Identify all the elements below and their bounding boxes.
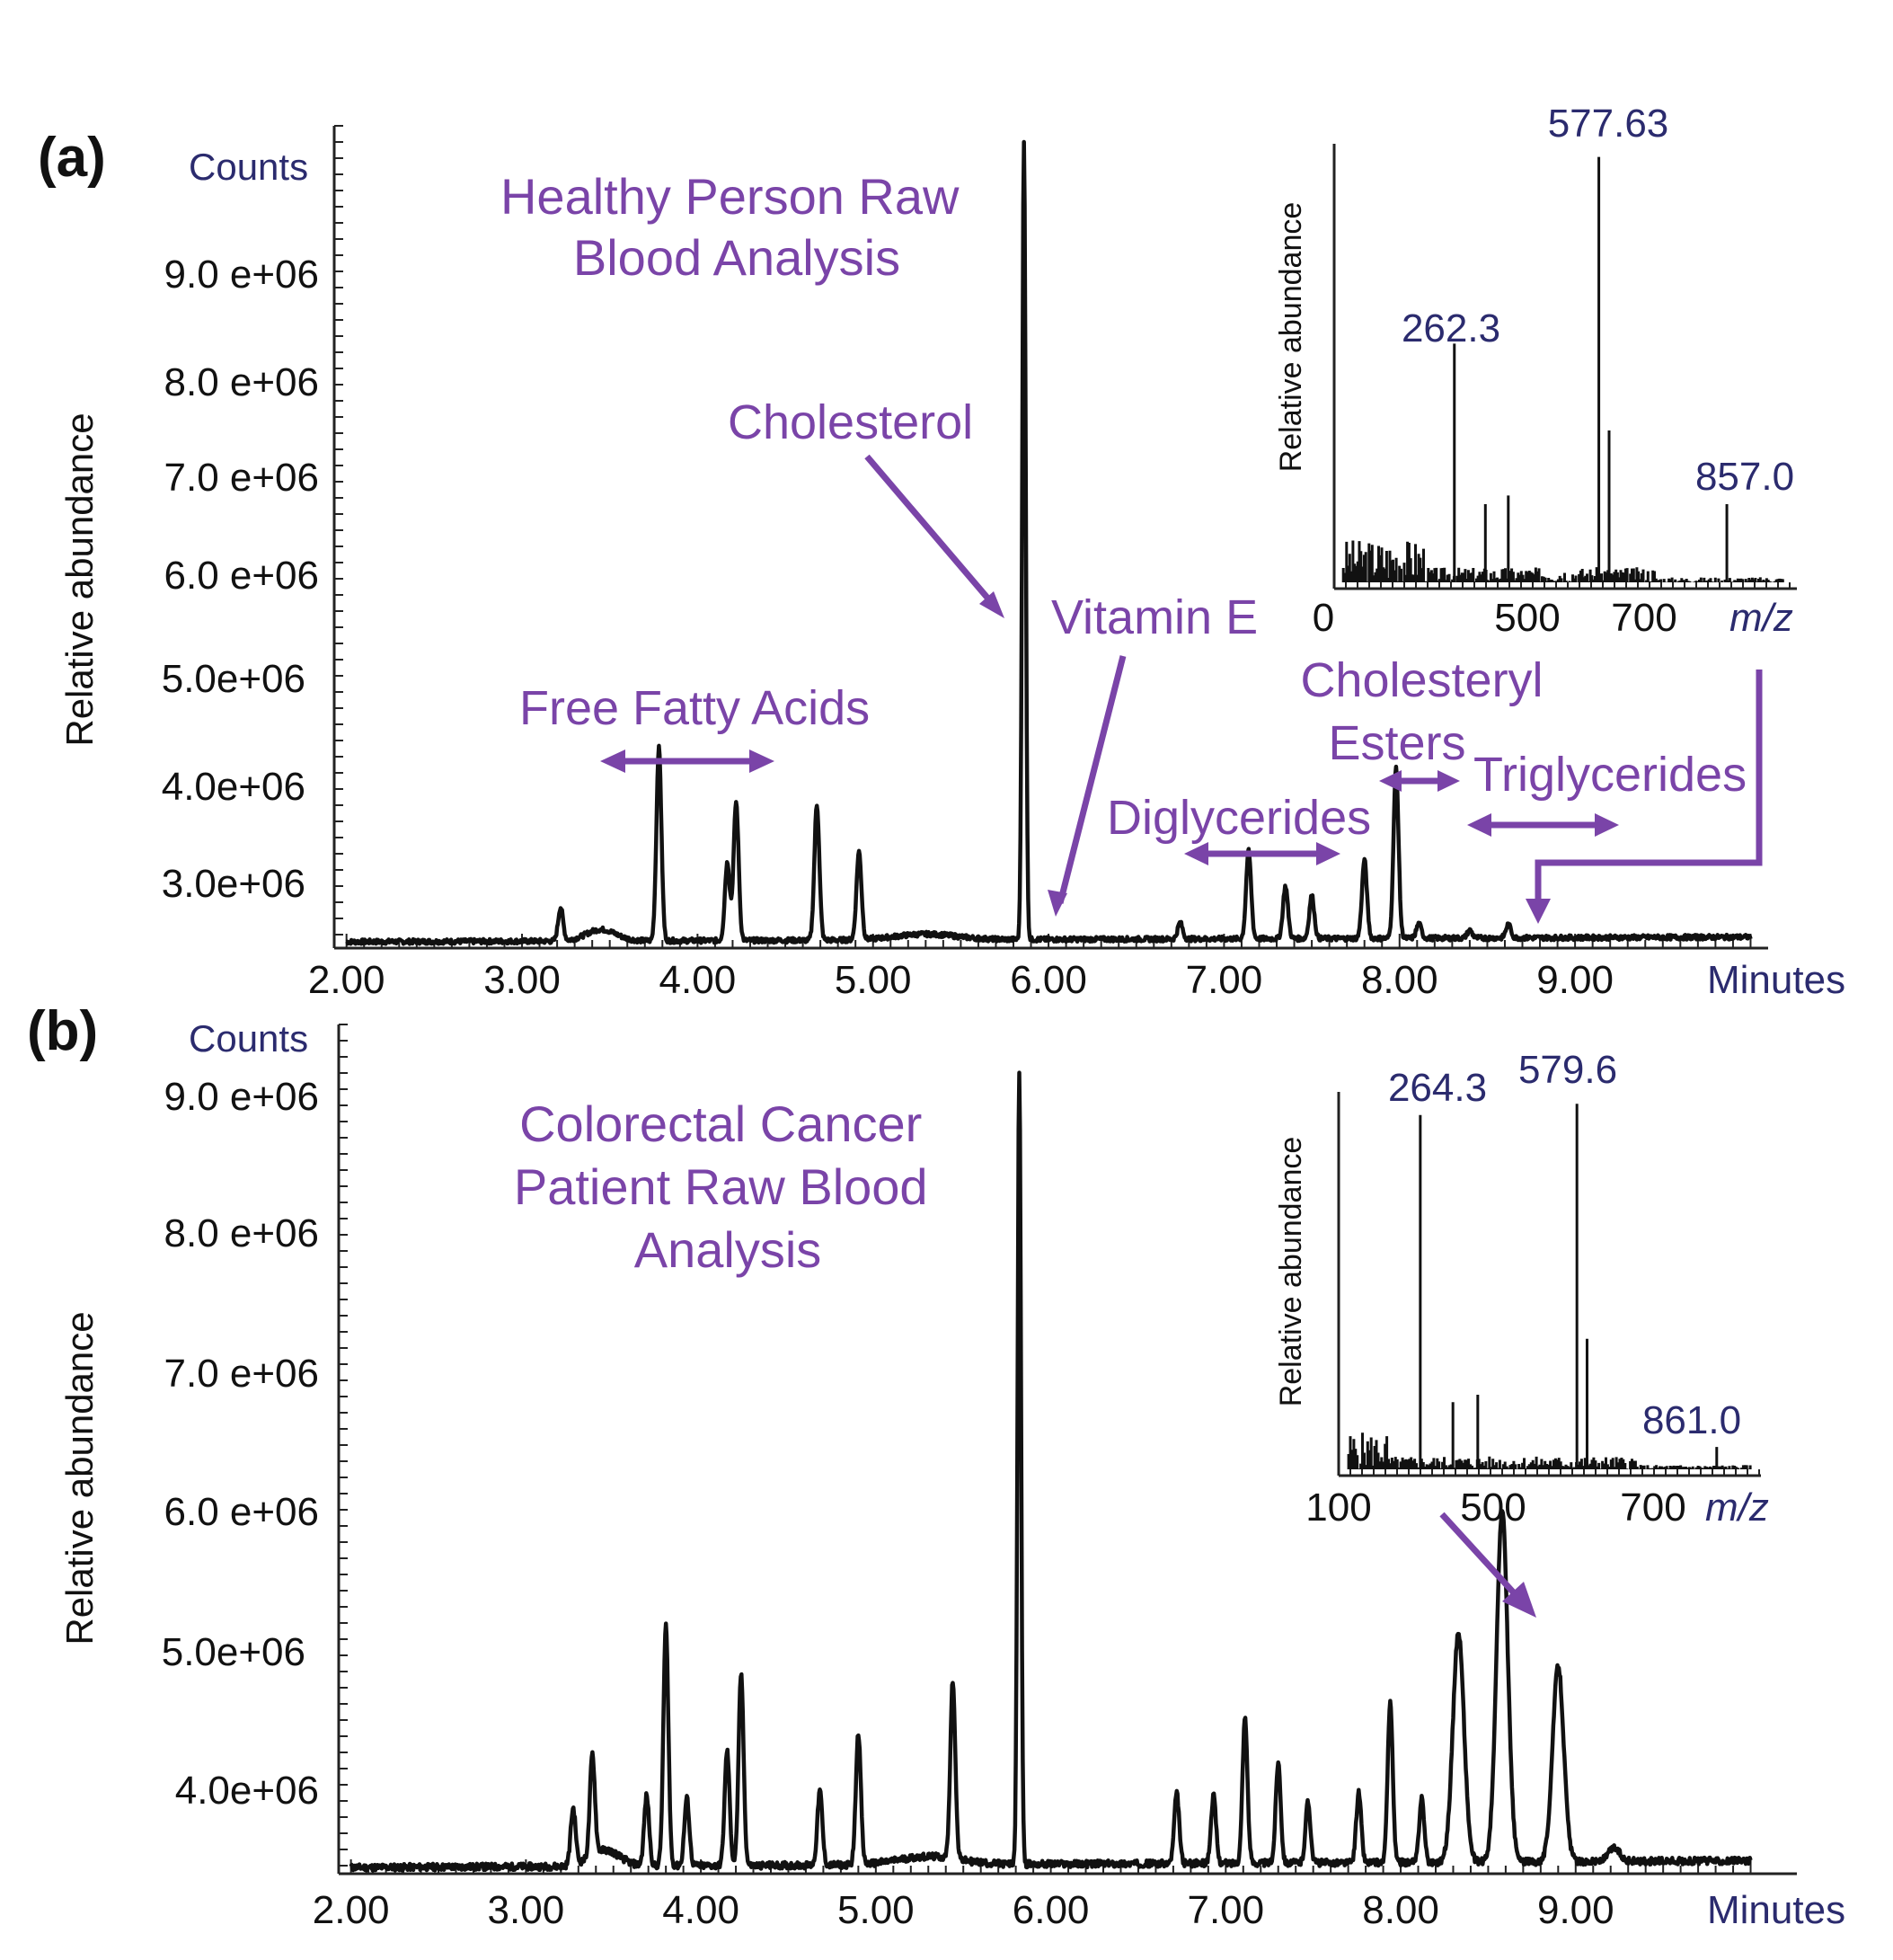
panel-b-x-tick-labels: 2.00 3.00 4.00 5.00 6.00 7.00 8.00 9.00: [313, 1888, 1614, 1932]
x-tick-label: 3.00: [483, 958, 561, 1002]
arrow-triglycerides-head-left: [1467, 813, 1491, 837]
annotation-vitamin-e: Vitamin E: [1051, 590, 1258, 644]
arrow-inset-to-peak-head: [1502, 1582, 1536, 1618]
inset-a-xtick-3: 700: [1611, 596, 1676, 640]
x-tick-label: 2.00: [313, 1888, 390, 1932]
inset-a-xtick-2: 500: [1494, 596, 1560, 640]
x-tick-label: 5.00: [837, 1888, 915, 1932]
inset-b-xtick-3: 700: [1620, 1486, 1685, 1530]
panel-a-letter: (a): [38, 127, 106, 189]
arrow-inset-to-triglycerides-head: [1526, 899, 1551, 924]
arrow-cholesterol: [864, 454, 1000, 612]
arrow-diglycerides-head-left: [1184, 842, 1208, 865]
panel-b-ytick-1: 9.0 e+06: [164, 1075, 320, 1119]
arrow-inset-to-peak: [1439, 1512, 1521, 1601]
panel-b-counts-label: Counts: [189, 1017, 308, 1060]
panel-b-inset: Relative abundance 100 500 700 m/z 264.3…: [1274, 1048, 1769, 1530]
panel-a-ytick-5: 5.0e+06: [162, 657, 305, 701]
panel-b-ytick-6: 4.0e+06: [175, 1769, 319, 1813]
inset-a-peak-label-2: 262.3: [1402, 306, 1500, 350]
panel-a-ytick-2: 8.0 e+06: [164, 360, 320, 404]
arrow-vitamin-e: [1057, 655, 1127, 904]
x-tick-label: 2.00: [308, 958, 385, 1002]
inset-a-xtick-1: 0: [1313, 596, 1334, 640]
inset-b-xtick-2: 500: [1460, 1486, 1526, 1530]
arrow-cholesteryl-esters-head-left: [1379, 770, 1402, 792]
panel-b-y-axis-label: Relative abundance: [58, 1311, 101, 1645]
inset-a-x-minor-ticks: [1333, 582, 1791, 589]
x-tick-label: 4.00: [662, 1888, 739, 1932]
arrow-cholesterol-head: [979, 591, 1004, 618]
x-tick-label: 6.00: [1013, 1888, 1090, 1932]
panel-b-ytick-2: 8.0 e+06: [164, 1211, 320, 1255]
arrow-diglycerides-head-right: [1316, 842, 1340, 865]
inset-a-peak-label-1: 577.63: [1548, 102, 1669, 146]
inset-b-x-label: m/z: [1705, 1486, 1769, 1530]
panel-a-ytick-4: 6.0 e+06: [164, 554, 320, 598]
x-tick-label: 4.00: [659, 958, 737, 1002]
panel-a-x-tick-labels: 2.00 3.00 4.00 5.00 6.00 7.00 8.00 9.00: [308, 958, 1614, 1002]
panel-b-chromatogram-trace: [349, 1070, 1753, 1873]
inset-b-x-minor-ticks: [1338, 1469, 1760, 1476]
arrow-triglycerides-head-right: [1595, 813, 1619, 837]
x-tick-label: 6.00: [1010, 958, 1087, 1002]
panel-a-inset: Relative abundance 0 500 700 m/z 577.63 …: [1274, 102, 1797, 640]
inset-a-y-label: Relative abundance: [1274, 202, 1308, 473]
x-tick-label: 8.00: [1361, 958, 1438, 1002]
panel-b-x-axis-label: Minutes: [1707, 1888, 1845, 1932]
inset-b-y-label: Relative abundance: [1274, 1137, 1308, 1407]
arrow-free-fatty-acids-head-right: [749, 749, 774, 773]
arrow-cholesteryl-esters-head-right: [1437, 770, 1460, 792]
panel-a-ytick-7: 3.0e+06: [162, 862, 305, 906]
panel-b-y-minor-ticks: [339, 1024, 348, 1867]
annotation-free-fatty-acids: Free Fatty Acids: [519, 681, 870, 735]
panel-b-ytick-5: 5.0e+06: [162, 1630, 305, 1674]
inset-b-peak-sticks: [1419, 1104, 1719, 1469]
panel-b-title: Colorectal Cancer Patient Raw Blood Anal…: [514, 1095, 942, 1278]
arrow-free-fatty-acids-head-left: [600, 749, 625, 773]
panel-a-counts-label: Counts: [189, 146, 308, 188]
inset-a-peak-sticks: [1453, 156, 1729, 582]
arrow-vitamin-e-head: [1048, 890, 1067, 917]
annotation-triglycerides: Triglycerides: [1473, 748, 1747, 802]
panel-a-ytick-1: 9.0 e+06: [164, 253, 320, 297]
panel-a: (a) Counts 9.0 e+06 8.0 e+06 7.0 e+06 6.…: [38, 102, 1845, 1002]
inset-a-noise-sticks: [1341, 540, 1784, 582]
x-tick-label: 9.00: [1537, 1888, 1614, 1932]
annotation-diglycerides: Diglycerides: [1107, 791, 1371, 845]
panel-b-letter: (b): [27, 1000, 98, 1062]
inset-a-x-label: m/z: [1729, 596, 1793, 640]
inset-b-peak-label-1: 264.3: [1388, 1066, 1487, 1110]
panel-a-y-axis-label: Relative abundance: [58, 412, 101, 746]
x-tick-label: 7.00: [1187, 1888, 1264, 1932]
panel-a-ytick-3: 7.0 e+06: [164, 456, 320, 500]
x-tick-label: 3.00: [488, 1888, 565, 1932]
panel-a-chromatogram-trace: [345, 139, 1753, 946]
panel-a-y-minor-ticks: [334, 125, 343, 936]
panel-a-ytick-6: 4.0e+06: [162, 765, 305, 809]
panel-b-ytick-4: 6.0 e+06: [164, 1490, 320, 1534]
inset-a-peak-label-3: 857.0: [1695, 455, 1794, 499]
annotation-cholesteryl-esters: Cholesteryl Esters: [1300, 653, 1556, 770]
inset-b-peak-label-3: 861.0: [1642, 1398, 1741, 1442]
x-tick-label: 9.00: [1536, 958, 1614, 1002]
arrow-inset-to-triglycerides: [1535, 670, 1763, 903]
panel-a-title: Healthy Person Raw Blood Analysis: [500, 168, 973, 286]
inset-b-noise-sticks: [1347, 1432, 1752, 1469]
x-tick-label: 5.00: [835, 958, 912, 1002]
x-tick-label: 8.00: [1362, 1888, 1439, 1932]
panel-b-ytick-3: 7.0 e+06: [164, 1352, 320, 1396]
x-tick-label: 7.00: [1186, 958, 1263, 1002]
inset-b-peak-label-2: 579.6: [1518, 1048, 1617, 1092]
annotation-cholesterol: Cholesterol: [728, 395, 973, 449]
inset-b-xtick-1: 100: [1305, 1486, 1371, 1530]
panel-a-x-axis-label: Minutes: [1707, 958, 1845, 1002]
panel-b: (b) Counts 9.0 e+06 8.0 e+06 7.0 e+06 6.…: [27, 1000, 1845, 1932]
